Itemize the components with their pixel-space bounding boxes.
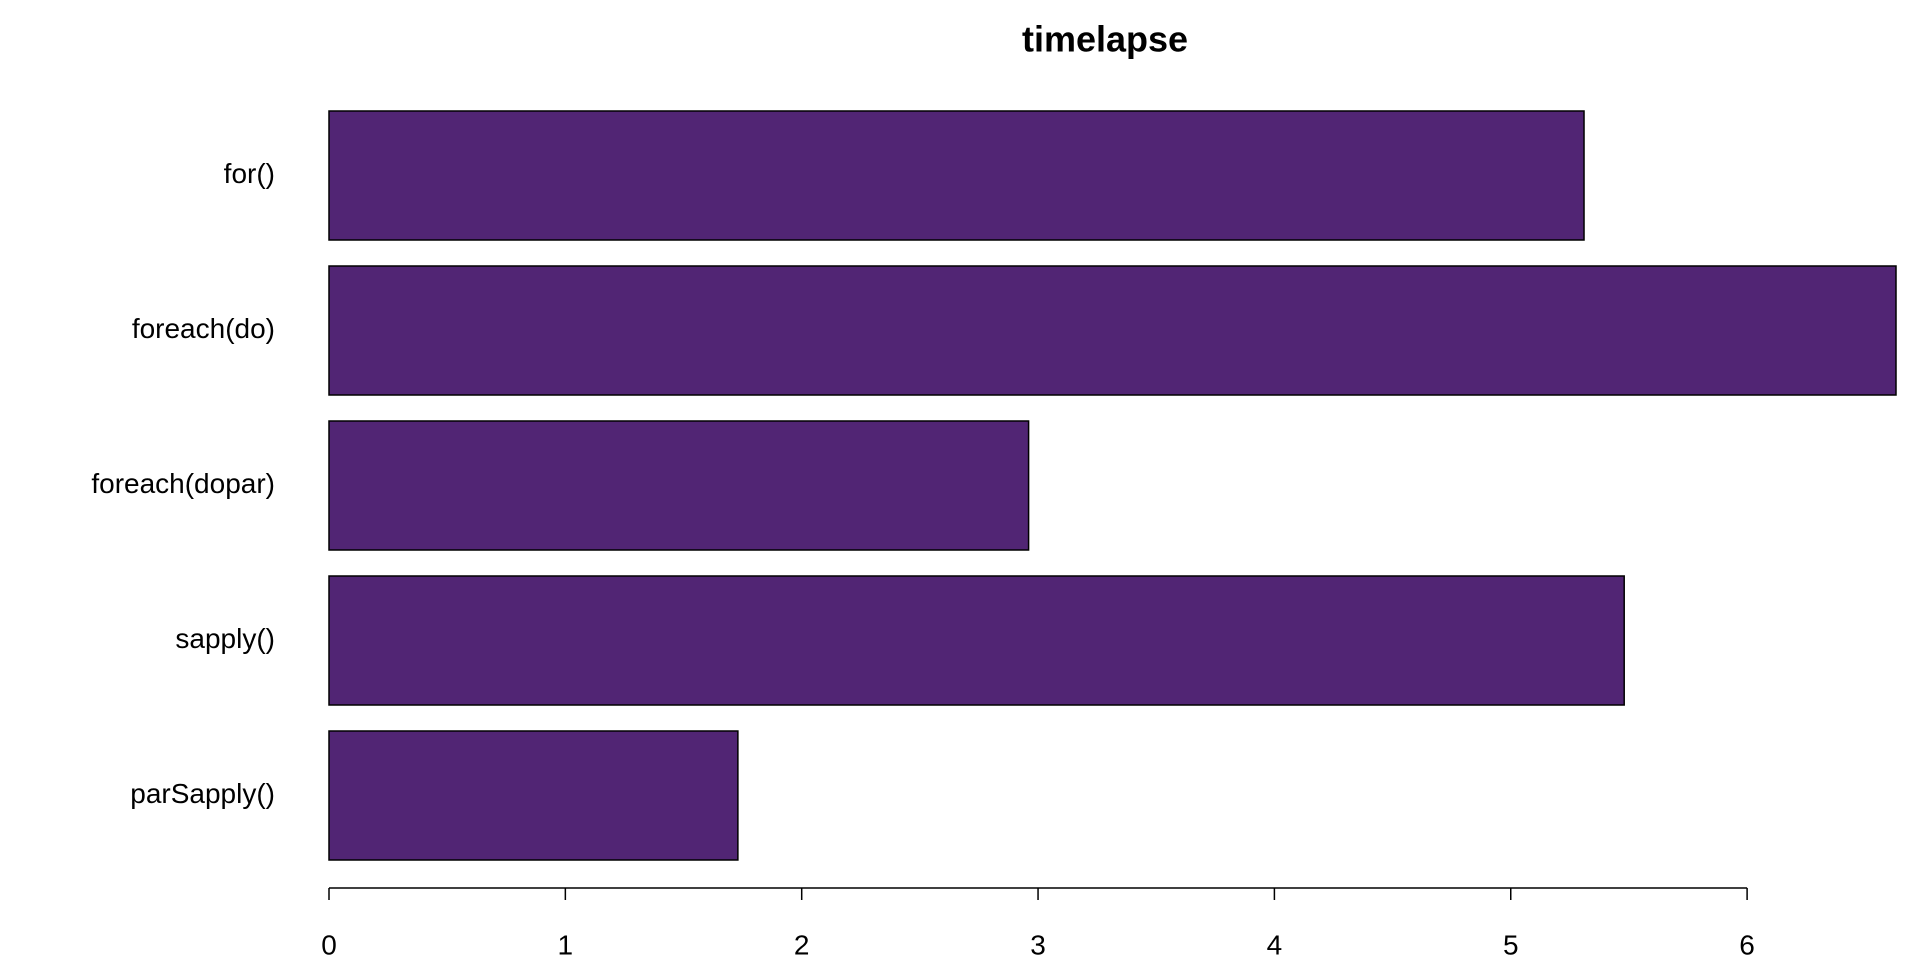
y-tick-label: for() — [224, 158, 275, 189]
x-tick-label: 4 — [1267, 929, 1283, 960]
x-tick-label: 3 — [1030, 929, 1046, 960]
x-tick-label: 2 — [794, 929, 810, 960]
bar — [328, 730, 739, 861]
bar — [328, 420, 1030, 551]
y-tick-label: sapply() — [175, 623, 275, 654]
bar — [328, 575, 1625, 706]
bar — [328, 110, 1585, 241]
x-tick-label: 6 — [1739, 929, 1755, 960]
x-tick-label: 0 — [321, 929, 337, 960]
y-tick-label: parSapply() — [130, 778, 275, 809]
bar — [328, 265, 1897, 396]
chart-title: timelapse — [1022, 19, 1188, 60]
x-tick-label: 5 — [1503, 929, 1519, 960]
y-tick-label: foreach(do) — [132, 313, 275, 344]
y-tick-label: foreach(dopar) — [91, 468, 275, 499]
x-tick-label: 1 — [558, 929, 574, 960]
